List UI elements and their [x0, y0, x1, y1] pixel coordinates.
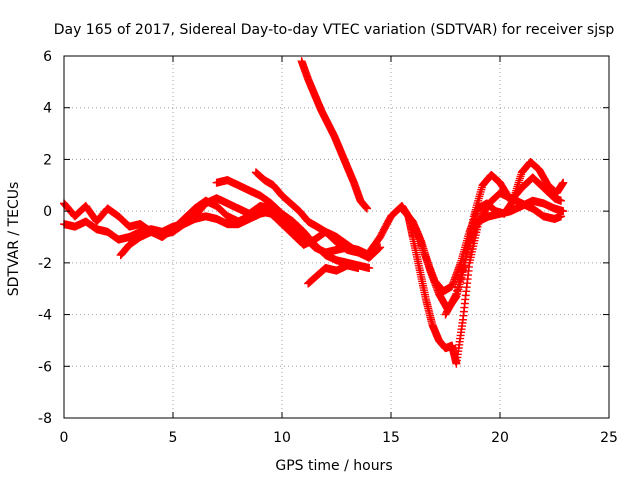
data-point-marker [374, 244, 383, 253]
y-tick-label: -2 [38, 256, 52, 272]
data-point-marker [363, 204, 372, 213]
y-tick-label: 0 [43, 204, 52, 220]
data-point-marker [299, 240, 308, 249]
x-tick-label: 20 [491, 430, 509, 446]
chart-title: Day 165 of 2017, Sidereal Day-to-day VTE… [54, 22, 615, 38]
x-tick-label: 10 [273, 430, 291, 446]
x-tick-label: 25 [600, 430, 618, 446]
series-arc-8 [365, 189, 566, 368]
y-tick-label: 4 [43, 101, 52, 117]
y-tick-label: -6 [38, 359, 52, 375]
series-arc-11 [441, 196, 568, 319]
series-arc-3 [116, 194, 308, 260]
data-point-marker [451, 291, 460, 300]
x-tick-label: 5 [169, 430, 178, 446]
data-point-marker [365, 264, 374, 273]
x-tick-label: 15 [382, 430, 400, 446]
data-point-marker [375, 244, 384, 253]
data-point-marker [376, 243, 385, 252]
data-point-marker [559, 207, 568, 216]
data-point-marker [299, 240, 308, 249]
series-arc-7 [297, 57, 372, 213]
plot-frame [63, 55, 610, 419]
data-point-marker [559, 178, 568, 187]
data-point-marker [557, 196, 566, 205]
data-point-marker [354, 264, 363, 273]
y-tick-label: 2 [43, 152, 52, 168]
y-axis-label: SDTVAR / TECUs [6, 182, 22, 297]
data-point-marker [298, 239, 307, 248]
data-marks [60, 57, 568, 368]
y-tick-label: -8 [38, 411, 52, 427]
x-tick-label: 0 [60, 430, 69, 446]
x-axis-label: GPS time / hours [275, 458, 392, 474]
series-arc-5 [251, 168, 385, 262]
series-arc-6 [304, 261, 363, 288]
y-tick-label: -4 [38, 308, 52, 324]
axis-ticks: 0 5 10 15 20 25 -8 -6 -4 -2 0 2 4 6 [38, 49, 618, 446]
y-tick-label: 6 [43, 49, 52, 65]
series-arc-4 [212, 176, 374, 273]
